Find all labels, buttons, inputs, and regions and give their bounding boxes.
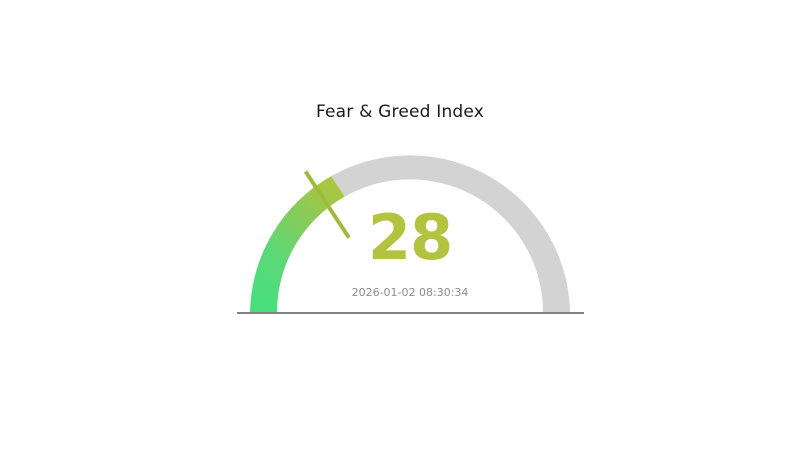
gauge-timestamp-text: 2026-01-02 08:30:34 xyxy=(351,286,469,299)
gauge-value-arc xyxy=(250,176,345,312)
gauge-value-text: 28 xyxy=(367,201,453,274)
page-title: Fear & Greed Index xyxy=(315,102,485,122)
gauge-threshold-marker xyxy=(303,170,351,239)
gauge-track-arc xyxy=(331,155,570,312)
